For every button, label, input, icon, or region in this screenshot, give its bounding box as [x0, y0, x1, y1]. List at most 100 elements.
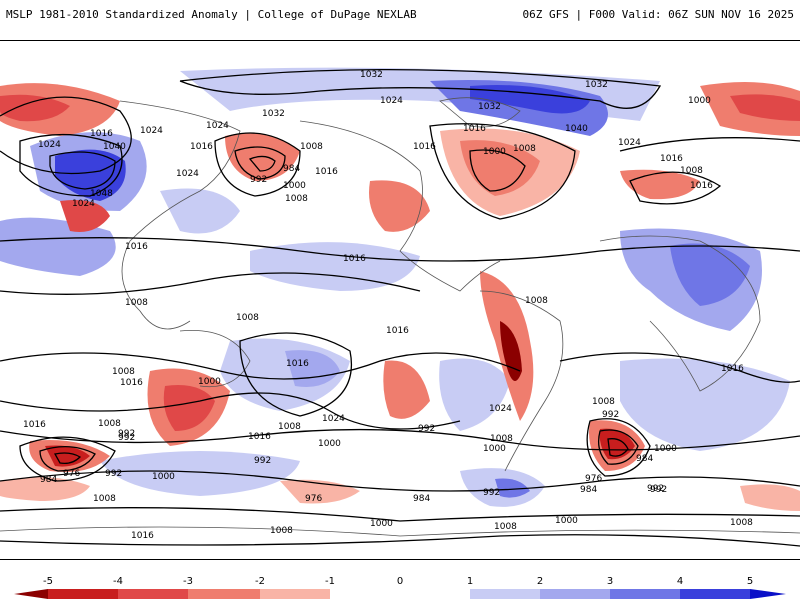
colorbar-tick-label: -3	[183, 576, 193, 587]
isobar	[629, 171, 722, 205]
colorbar-segment	[680, 589, 750, 599]
isobar-label: 1016	[690, 181, 713, 191]
isobar-label: 1000	[370, 519, 393, 529]
isobar-label: 1016	[248, 432, 271, 442]
isobar-label: 984	[580, 485, 597, 495]
isobar	[429, 123, 576, 220]
isobar-label: 1024	[140, 126, 163, 136]
isobar-label: 992	[105, 469, 122, 479]
isobar	[19, 133, 123, 197]
coastline	[0, 526, 800, 537]
isobar-label: 1048	[90, 189, 113, 199]
colorbar-tick-label: -4	[113, 576, 123, 587]
isobar-label: 1008	[680, 166, 703, 176]
isobar-label: 1000	[318, 439, 341, 449]
isobar-label: 1024	[618, 138, 641, 148]
isobar-label: 1016	[660, 154, 683, 164]
isobar	[53, 452, 82, 465]
colorbar-tick-label: -1	[325, 576, 335, 587]
isobar-label: 992	[418, 424, 435, 434]
isobar-label: 1008	[125, 298, 148, 308]
isobar-label: 1016	[131, 531, 154, 541]
isobar-label: 1008	[285, 194, 308, 204]
colorbar-segment	[118, 589, 188, 599]
isobar-label: 1008	[525, 296, 548, 306]
isobar-label: 1024	[38, 140, 61, 150]
isobar-label: 992	[647, 484, 664, 494]
isobar-label: 1040	[103, 142, 126, 152]
isobar	[239, 332, 352, 417]
coastline	[439, 97, 521, 128]
isobar-label: 1008	[270, 526, 293, 536]
coastline	[299, 120, 501, 292]
coastline	[599, 235, 761, 392]
coastlines	[0, 97, 800, 537]
isobar	[0, 352, 521, 380]
isobar-label: 992	[483, 488, 500, 498]
map-svg: 1032 1032 1032 1024 1024 1032 1024 1016 …	[0, 67, 800, 547]
anomaly-blob	[740, 484, 800, 511]
isobar-label: 1016	[90, 129, 113, 139]
isobar	[0, 272, 421, 295]
anomaly-blob	[160, 188, 240, 234]
isobar-label: 1024	[380, 96, 403, 106]
isobar	[0, 507, 800, 522]
anomaly-map: 1032 1032 1032 1024 1024 1032 1024 1016 …	[0, 40, 800, 560]
anomaly-blob	[285, 350, 340, 387]
isobar-label: 984	[283, 164, 300, 174]
colorbar-tick-label: -5	[43, 576, 53, 587]
isobar-label: 992	[602, 410, 619, 420]
isobar-labels: 1032 1032 1032 1024 1024 1032 1024 1016 …	[23, 70, 753, 541]
anomaly-blob	[500, 321, 522, 381]
isobar-label: 1008	[93, 494, 116, 504]
anomaly-blob	[163, 385, 215, 431]
colorbar-tick-label: 5	[747, 576, 753, 587]
anomaly-blob	[55, 149, 126, 201]
isobar	[179, 68, 662, 109]
coastline	[119, 100, 241, 330]
model-run-info: 06Z GFS | F000 Valid: 06Z SUN NOV 16 202…	[522, 8, 794, 21]
isobar-label: 1008	[513, 144, 536, 154]
anomaly-blob	[0, 217, 116, 276]
isobar-label: 992	[118, 433, 135, 443]
isobar-label: 1016	[120, 378, 143, 388]
anomaly-colorbar: -5 -4 -3 -2 -1 0 1 2 3 4 5	[0, 572, 800, 600]
isobar	[0, 237, 800, 262]
isobar-label: 1008	[98, 419, 121, 429]
isobar-label: 1000	[483, 147, 506, 157]
anomaly-blob	[470, 85, 590, 114]
anomaly-blob	[383, 360, 430, 419]
isobar	[0, 428, 800, 451]
isobar-label: 1000	[654, 444, 677, 454]
isobar	[19, 436, 116, 482]
isobar	[0, 534, 800, 547]
colorbar-segment	[188, 589, 260, 599]
isobar-label: 1008	[300, 142, 323, 152]
isobar-label: 1016	[413, 142, 436, 152]
isobar-label: 992	[254, 456, 271, 466]
anomaly-blob	[495, 478, 530, 498]
anomaly-blob	[670, 243, 750, 306]
title-bar: MSLP 1981-2010 Standardized Anomaly | Co…	[0, 0, 800, 30]
isobar-label: 976	[585, 474, 602, 484]
isobar-label: 1008	[490, 434, 513, 444]
colorbar-end-right	[750, 589, 786, 599]
isobar-label: 1000	[283, 181, 306, 191]
isobar-label: 1016	[721, 364, 744, 374]
colorbar-segment	[330, 589, 400, 599]
colorbar-tick-label: 1	[467, 576, 473, 587]
anomaly-blob	[369, 180, 430, 232]
isobar-label: 984	[413, 494, 430, 504]
colorbar-segment	[260, 589, 330, 599]
isobar-label: 984	[636, 454, 653, 464]
anomaly-blob	[0, 94, 70, 122]
isobar-label: 984	[40, 475, 57, 485]
isobar-label: 1000	[555, 516, 578, 526]
isobar-label: 1016	[463, 124, 486, 134]
isobar	[234, 146, 286, 180]
colorbar-segment	[470, 589, 540, 599]
isobar	[0, 96, 132, 175]
anomaly-blob	[250, 242, 420, 291]
isobar-label: 1024	[176, 169, 199, 179]
isobar-label: 1032	[585, 80, 608, 90]
